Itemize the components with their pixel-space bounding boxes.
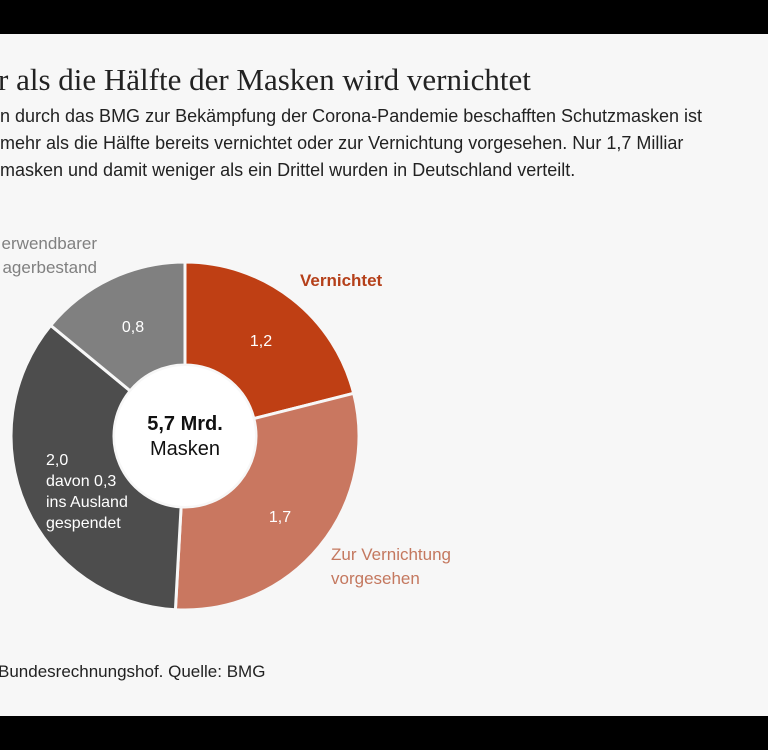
legend-label-vernichtet: Vernichtet [300,271,383,290]
center-unit: Masken [150,438,220,460]
donut-slice-2 [9,323,183,612]
slice-value-label: ins Ausland [46,494,128,511]
legend-label-zur-vernichtung: vorgesehen [331,569,420,588]
legend-label-lagerbestand: erwendbarer [2,234,98,253]
donut-chart: 5,7 Mrd. Masken 1,2 1,7 2,0 davon 0,3 in… [2,234,451,612]
donut-slice-0 [183,260,356,421]
chart-title: r als die Hälfte der Masken wird vernich… [0,62,531,97]
donut-hole [115,366,255,506]
subtitle-line: n durch das BMG zur Bekämpfung der Coron… [0,106,703,126]
subtitle-line: mehr als die Hälfte bereits vernichtet o… [0,133,684,153]
legend-label-lagerbestand: agerbestand [2,258,97,277]
slice-value-label: gespendet [46,515,121,532]
legend-label-zur-vernichtung: Zur Vernichtung [331,545,451,564]
slice-value-label: 2,0 [46,452,68,469]
source-note: Bundesrechnungshof. Quelle: BMG [0,662,266,681]
subtitle-line: masken und damit weniger als ein Drittel… [0,160,576,180]
donut-slice-1 [173,391,361,612]
center-value: 5,7 Mrd. [147,413,223,435]
chart-panel: r als die Hälfte der Masken wird vernich… [0,34,768,716]
donut-slice-3 [48,260,187,393]
slice-value-label: 1,2 [250,333,272,350]
slice-value-label: 0,8 [122,319,144,336]
slice-value-label: davon 0,3 [46,473,116,490]
slice-value-label: 1,7 [269,509,291,526]
